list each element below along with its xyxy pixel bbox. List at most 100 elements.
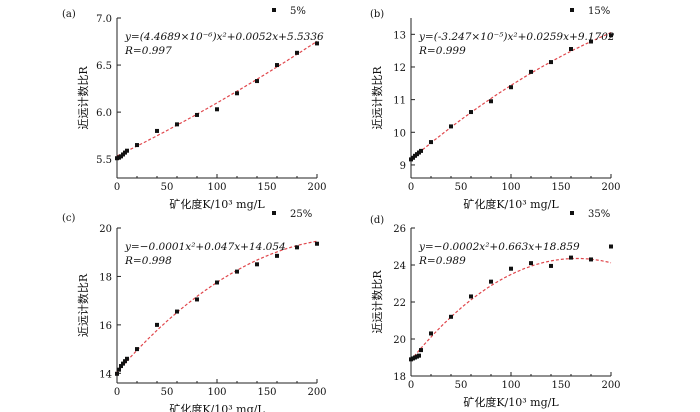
x-tick-label: 150 xyxy=(551,380,570,391)
data-point xyxy=(255,262,259,267)
r-value: R=0.999 xyxy=(418,45,466,57)
y-tick-label: 10 xyxy=(393,128,406,139)
r-value: R=0.989 xyxy=(418,255,466,267)
legend-label: 15% xyxy=(588,6,610,17)
data-point xyxy=(529,261,533,266)
data-point xyxy=(589,39,593,44)
x-axis-title: 矿化度K/10³ mg/L xyxy=(463,395,559,409)
data-point xyxy=(569,47,573,52)
x-tick-label: 50 xyxy=(161,182,174,193)
y-tick-label: 18 xyxy=(393,372,406,383)
fit-equation: y=−0.0001x²+0.047x+14.054 xyxy=(124,241,286,253)
x-tick-label: 150 xyxy=(257,387,276,398)
data-point xyxy=(123,359,127,364)
data-point xyxy=(295,50,299,55)
data-point xyxy=(121,361,125,366)
legend-label: 25% xyxy=(290,209,312,220)
x-axis-title: 矿化度K/10³ mg/L xyxy=(463,197,559,211)
data-point xyxy=(155,322,159,327)
legend-marker xyxy=(570,8,574,12)
x-tick-label: 0 xyxy=(408,182,414,193)
data-point xyxy=(529,69,533,74)
data-point xyxy=(589,257,593,262)
x-tick-label: 100 xyxy=(501,182,520,193)
fit-equation: y=(4.4689×10⁻⁶)x²+0.0052x+5.5336 xyxy=(124,31,324,43)
x-tick-label: 0 xyxy=(408,380,414,391)
legend-marker xyxy=(570,211,574,215)
legend-marker xyxy=(272,211,276,215)
legend-label: 5% xyxy=(290,6,306,17)
data-point xyxy=(549,60,553,65)
data-point xyxy=(275,63,279,68)
y-tick-label: 22 xyxy=(393,298,406,309)
data-point xyxy=(175,122,179,127)
r-value: R=0.997 xyxy=(124,45,172,57)
data-point xyxy=(509,266,513,271)
data-point xyxy=(125,356,129,361)
data-point xyxy=(569,255,573,260)
y-axis-title: 近远计数比R xyxy=(77,273,90,337)
r-value: R=0.998 xyxy=(124,255,172,267)
fit-curve xyxy=(410,32,612,160)
y-tick-label: 16 xyxy=(99,321,112,332)
fit-curve xyxy=(410,257,612,361)
y-axis-title: 近远计数比R xyxy=(77,66,90,130)
y-tick-label: 7.0 xyxy=(96,14,112,25)
data-point xyxy=(609,244,613,249)
data-point xyxy=(315,241,319,246)
x-tick-label: 0 xyxy=(114,387,120,398)
y-axis-title: 近远计数比R xyxy=(371,270,384,334)
panel-label: (b) xyxy=(370,9,384,20)
y-tick-label: 5.5 xyxy=(96,155,112,166)
x-tick-label: 50 xyxy=(455,182,468,193)
x-tick-label: 150 xyxy=(257,182,276,193)
data-point xyxy=(419,348,423,353)
x-tick-label: 200 xyxy=(601,182,620,193)
y-axis-title: 近远计数比R xyxy=(371,66,384,130)
data-point xyxy=(419,148,423,153)
data-point xyxy=(195,297,199,302)
data-point xyxy=(215,107,219,112)
y-tick-label: 26 xyxy=(393,224,406,235)
data-point xyxy=(275,253,279,258)
data-point xyxy=(609,33,613,38)
data-point xyxy=(119,364,123,369)
y-tick-label: 6.5 xyxy=(96,61,112,72)
y-tick-label: 20 xyxy=(393,335,406,346)
y-tick-label: 11 xyxy=(393,96,406,107)
data-point xyxy=(429,140,433,145)
chart-panel-2: 0 50 100 150 200 9 10 11 12 13 y=(-3.247×10⁻⁵)x²+0… xyxy=(370,6,621,211)
data-point xyxy=(125,148,129,153)
x-tick-label: 200 xyxy=(601,380,620,391)
legend-marker xyxy=(272,8,276,12)
data-point xyxy=(155,128,159,133)
data-point xyxy=(195,112,199,117)
data-point xyxy=(135,143,139,148)
y-tick-label: 14 xyxy=(99,369,112,380)
x-tick-label: 150 xyxy=(551,182,570,193)
x-tick-label: 100 xyxy=(207,387,226,398)
x-tick-label: 200 xyxy=(307,387,326,398)
legend-label: 35% xyxy=(588,209,610,220)
data-point xyxy=(295,245,299,250)
panel-label: (d) xyxy=(370,215,384,226)
y-tick-label: 24 xyxy=(393,261,406,272)
panel-label: (c) xyxy=(62,213,76,224)
data-point xyxy=(489,99,493,104)
data-point xyxy=(429,331,433,336)
data-point xyxy=(215,280,219,285)
data-point xyxy=(255,79,259,84)
data-point xyxy=(449,314,453,319)
x-tick-label: 100 xyxy=(501,380,520,391)
x-axis-title: 矿化度K/10³ mg/L xyxy=(169,402,265,412)
x-tick-label: 100 xyxy=(207,182,226,193)
y-tick-label: 18 xyxy=(99,272,112,283)
y-tick-label: 12 xyxy=(393,63,406,74)
x-tick-label: 0 xyxy=(114,182,120,193)
fit-equation: y=(-3.247×10⁻⁵)x²+0.0259x+9.1702 xyxy=(418,31,615,43)
data-point xyxy=(469,294,473,299)
data-point xyxy=(117,367,121,372)
data-point xyxy=(469,110,473,115)
data-point xyxy=(549,263,553,268)
